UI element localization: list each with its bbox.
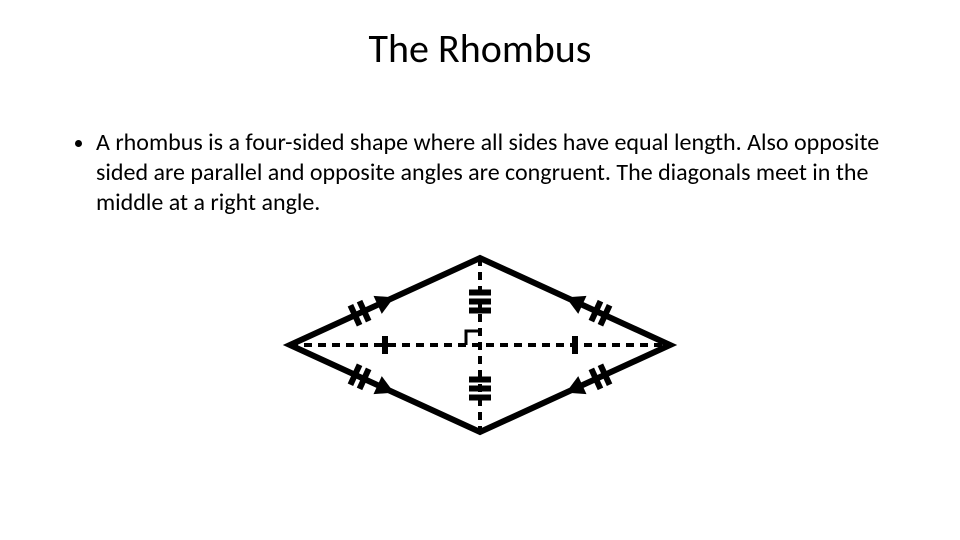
bullet-list: A rhombus is a four-sided shape where al… <box>74 128 886 218</box>
slide: The Rhombus A rhombus is a four-sided sh… <box>0 0 960 540</box>
slide-title: The Rhombus <box>0 24 960 73</box>
body-text: A rhombus is a four-sided shape where al… <box>74 128 886 218</box>
rhombus-diagram-container <box>0 240 960 455</box>
bullet-item: A rhombus is a four-sided shape where al… <box>96 128 886 218</box>
rhombus-diagram <box>270 240 690 450</box>
